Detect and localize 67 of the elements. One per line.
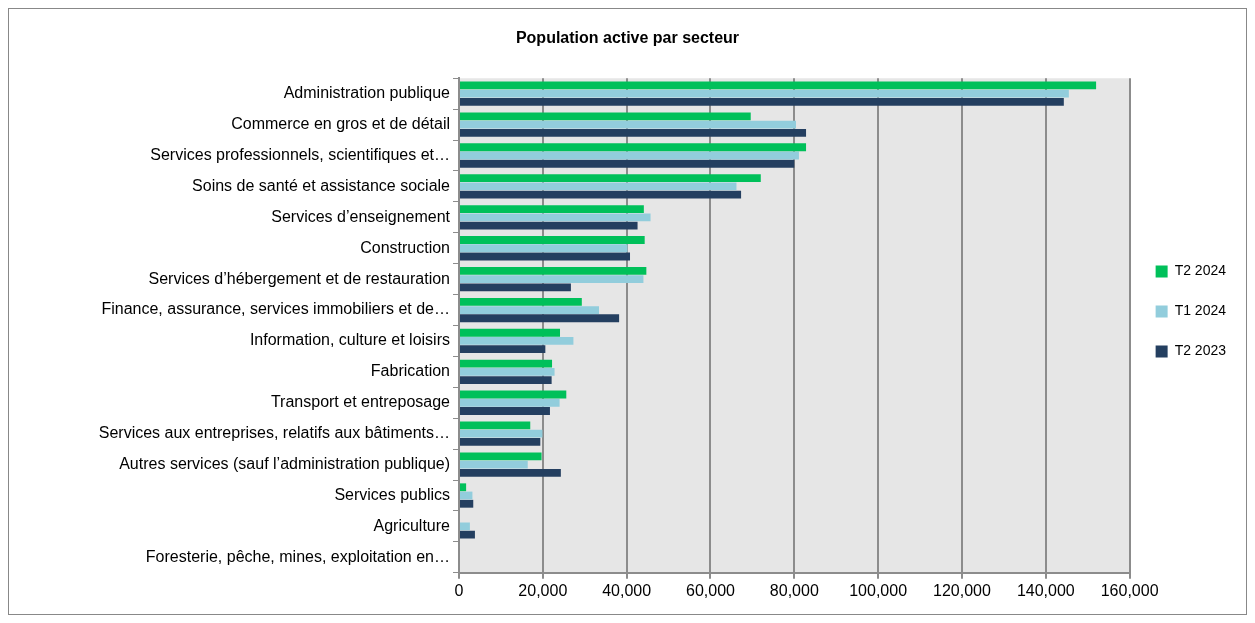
legend-label: T2 2023: [1174, 342, 1227, 359]
bar: [460, 328, 561, 337]
bar: [460, 499, 474, 508]
bar: [460, 213, 651, 222]
bar: [460, 221, 638, 230]
y-tick-label: Administration publique: [283, 84, 451, 102]
bar: [460, 283, 571, 292]
y-tick-label: Construction: [360, 238, 450, 256]
bar: [460, 81, 1097, 90]
bar: [460, 367, 555, 376]
y-tick-label: Foresterie, pêche, mines, exploitation en…: [145, 547, 450, 565]
y-tick-label: Services d’enseignement: [271, 207, 451, 225]
legend-label: T2 2024: [1174, 262, 1227, 279]
bar: [460, 438, 541, 446]
bar: [460, 244, 628, 253]
x-tick-label: 40,000: [602, 581, 652, 599]
bar: [460, 460, 528, 469]
x-tick-label: 160,000: [1100, 581, 1159, 599]
bar: [460, 407, 550, 415]
bar: [460, 452, 542, 461]
bar: [460, 143, 807, 152]
y-tick-label: Soins de santé et assistance sociale: [192, 176, 451, 194]
bar: [460, 376, 552, 385]
bar: [460, 128, 807, 137]
bar: [460, 359, 553, 368]
bar: [460, 236, 645, 244]
x-tick-label: 140,000: [1016, 581, 1075, 599]
legend-label: T1 2024: [1174, 302, 1227, 319]
bar: [460, 345, 546, 354]
bar: [460, 468, 561, 477]
bar: [460, 174, 761, 183]
bar: [460, 112, 751, 121]
bar: [460, 483, 467, 492]
bar: [460, 429, 543, 438]
y-tick-label: Information, culture et loisirs: [249, 331, 450, 349]
y-tick-label: Agriculture: [373, 516, 451, 534]
bar: [460, 159, 795, 168]
y-tick-label: Fabrication: [370, 362, 450, 380]
bar: [460, 297, 582, 306]
x-tick-label: 60,000: [686, 581, 736, 599]
bar: [460, 337, 574, 345]
bar: [460, 530, 475, 539]
x-tick-label: 80,000: [769, 581, 819, 599]
y-tick-label: Commerce en gros et de détail: [231, 114, 450, 132]
bar: [460, 190, 742, 199]
y-tick-label: Services professionnels, scientifiques et…: [150, 145, 450, 163]
y-tick-label: Services publics: [334, 485, 450, 503]
y-tick-label: Finance, assurance, services immobiliers et de…: [101, 300, 450, 318]
bar: [460, 182, 737, 191]
bar: [460, 205, 644, 213]
y-tick-label: Services d’hébergement et de restauration: [148, 269, 450, 287]
bar: [460, 398, 560, 407]
x-tick-label: 20,000: [518, 581, 568, 599]
y-tick-label: Autres services (sauf l’administration publique): [119, 455, 450, 473]
bar: [460, 522, 470, 531]
bar: [460, 97, 1064, 106]
y-tick-label: Services aux entreprises, relatifs aux bâtiments…: [98, 424, 450, 442]
bar: [460, 89, 1069, 98]
bar: [460, 314, 620, 323]
x-tick-label: 120,000: [933, 581, 991, 599]
x-tick-label: 100,000: [849, 581, 908, 599]
chart-title: Population active par secteur: [515, 29, 740, 47]
x-tick-label: 0: [454, 581, 464, 599]
bar: [460, 306, 599, 314]
y-tick-label: Transport et entreposage: [270, 393, 451, 411]
bar: [460, 275, 644, 284]
bar: [460, 266, 647, 275]
